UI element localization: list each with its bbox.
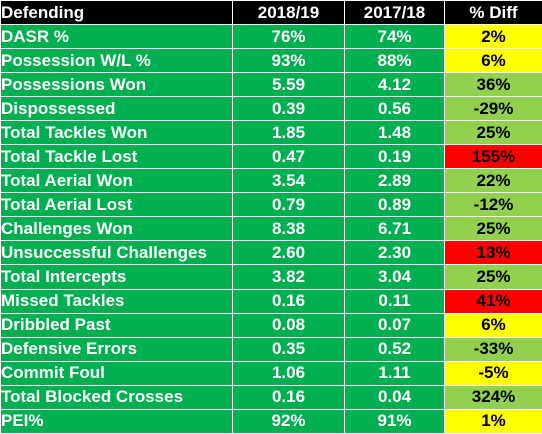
percent-diff-value: 1% [444, 408, 542, 434]
value-2018-19: 0.47 [232, 144, 345, 170]
value-2017-18: 1.48 [344, 120, 445, 146]
percent-diff-value: 25% [444, 264, 542, 290]
table-row: Missed Tackles 0.16 0.11 41% [0, 288, 542, 314]
percent-diff-value: 25% [444, 120, 542, 146]
percent-diff-value: 6% [444, 48, 542, 74]
percent-diff-value: 25% [444, 216, 542, 242]
value-2018-19: 93% [232, 48, 345, 74]
table-row: Challenges Won 8.38 6.71 25% [0, 216, 542, 242]
value-2017-18: 2.89 [344, 168, 445, 194]
metric-label: Possessions Won [0, 72, 233, 98]
percent-diff-value: 155% [444, 144, 542, 170]
value-2017-18: 0.89 [344, 192, 445, 218]
value-2018-19: 2.60 [232, 240, 345, 266]
metric-label: Commit Foul [0, 360, 233, 386]
metric-label: Defensive Errors [0, 336, 233, 362]
percent-diff-value: 324% [444, 384, 542, 410]
value-2018-19: 8.38 [232, 216, 345, 242]
percent-diff-value: -33% [444, 336, 542, 362]
value-2017-18: 3.04 [344, 264, 445, 290]
table-row: Unsuccessful Challenges 2.60 2.30 13% [0, 240, 542, 266]
value-2017-18: 0.04 [344, 384, 445, 410]
table-header: Defending 2018/19 2017/18 % Diff [0, 0, 542, 25]
value-2017-18: 0.52 [344, 336, 445, 362]
table-row: Possession W/L % 93% 88% 6% [0, 48, 542, 74]
value-2017-18: 74% [344, 23, 445, 50]
value-2017-18: 4.12 [344, 72, 445, 98]
header-row: Defending 2018/19 2017/18 % Diff [0, 0, 542, 25]
header-season-2017-18: 2017/18 [344, 0, 445, 25]
table-row: DASR % 76% 74% 2% [0, 23, 542, 50]
percent-diff-value: -12% [444, 192, 542, 218]
metric-label: Total Aerial Won [0, 168, 233, 194]
value-2017-18: 88% [344, 48, 445, 74]
metric-label: Dribbled Past [0, 312, 233, 338]
table-row: Total Blocked Crosses 0.16 0.04 324% [0, 384, 542, 410]
table-row: Total Aerial Won 3.54 2.89 22% [0, 168, 542, 194]
table-row: Total Intercepts 3.82 3.04 25% [0, 264, 542, 290]
value-2018-19: 3.82 [232, 264, 345, 290]
percent-diff-value: 41% [444, 288, 542, 314]
table-row: Commit Foul 1.06 1.11 -5% [0, 360, 542, 386]
value-2017-18: 0.19 [344, 144, 445, 170]
value-2018-19: 0.16 [232, 288, 345, 314]
percent-diff-value: -5% [444, 360, 542, 386]
table-row: PEI% 92% 91% 1% [0, 408, 542, 434]
percent-diff-value: 2% [444, 23, 542, 50]
table-row: Total Tackles Won 1.85 1.48 25% [0, 120, 542, 146]
header-metric: Defending [0, 0, 233, 25]
metric-label: Total Tackle Lost [0, 144, 233, 170]
percent-diff-value: -29% [444, 96, 542, 122]
metric-label: Total Tackles Won [0, 120, 233, 146]
metric-label: PEI% [0, 408, 233, 434]
table-row: Dribbled Past 0.08 0.07 6% [0, 312, 542, 338]
value-2018-19: 5.59 [232, 72, 345, 98]
table-row: Total Aerial Lost 0.79 0.89 -12% [0, 192, 542, 218]
table-body: DASR % 76% 74% 2% Possession W/L % 93% 88% 6% Po… [0, 23, 542, 434]
value-2017-18: 2.30 [344, 240, 445, 266]
value-2018-19: 3.54 [232, 168, 345, 194]
table-row: Dispossessed 0.39 0.56 -29% [0, 96, 542, 122]
value-2018-19: 0.16 [232, 384, 345, 410]
value-2018-19: 0.35 [232, 336, 345, 362]
percent-diff-value: 36% [444, 72, 542, 98]
metric-label: Unsuccessful Challenges [0, 240, 233, 266]
value-2018-19: 0.39 [232, 96, 345, 122]
value-2017-18: 6.71 [344, 216, 445, 242]
value-2018-19: 1.06 [232, 360, 345, 386]
header-percent-diff: % Diff [444, 0, 542, 25]
value-2017-18: 0.56 [344, 96, 445, 122]
value-2018-19: 92% [232, 408, 345, 434]
metric-label: Total Aerial Lost [0, 192, 233, 218]
metric-label: Total Intercepts [0, 264, 233, 290]
value-2018-19: 76% [232, 23, 345, 50]
metric-label: DASR % [0, 23, 233, 50]
metric-label: Possession W/L % [0, 48, 233, 74]
percent-diff-value: 13% [444, 240, 542, 266]
percent-diff-value: 6% [444, 312, 542, 338]
table-row: Possessions Won 5.59 4.12 36% [0, 72, 542, 98]
value-2018-19: 0.08 [232, 312, 345, 338]
table-row: Total Tackle Lost 0.47 0.19 155% [0, 144, 542, 170]
metric-label: Missed Tackles [0, 288, 233, 314]
value-2018-19: 0.79 [232, 192, 345, 218]
value-2017-18: 0.07 [344, 312, 445, 338]
header-season-2018-19: 2018/19 [232, 0, 345, 25]
value-2017-18: 91% [344, 408, 445, 434]
metric-label: Total Blocked Crosses [0, 384, 233, 410]
table-row: Defensive Errors 0.35 0.52 -33% [0, 336, 542, 362]
percent-diff-value: 22% [444, 168, 542, 194]
metric-label: Challenges Won [0, 216, 233, 242]
value-2017-18: 1.11 [344, 360, 445, 386]
value-2017-18: 0.11 [344, 288, 445, 314]
metric-label: Dispossessed [0, 96, 233, 122]
value-2018-19: 1.85 [232, 120, 345, 146]
